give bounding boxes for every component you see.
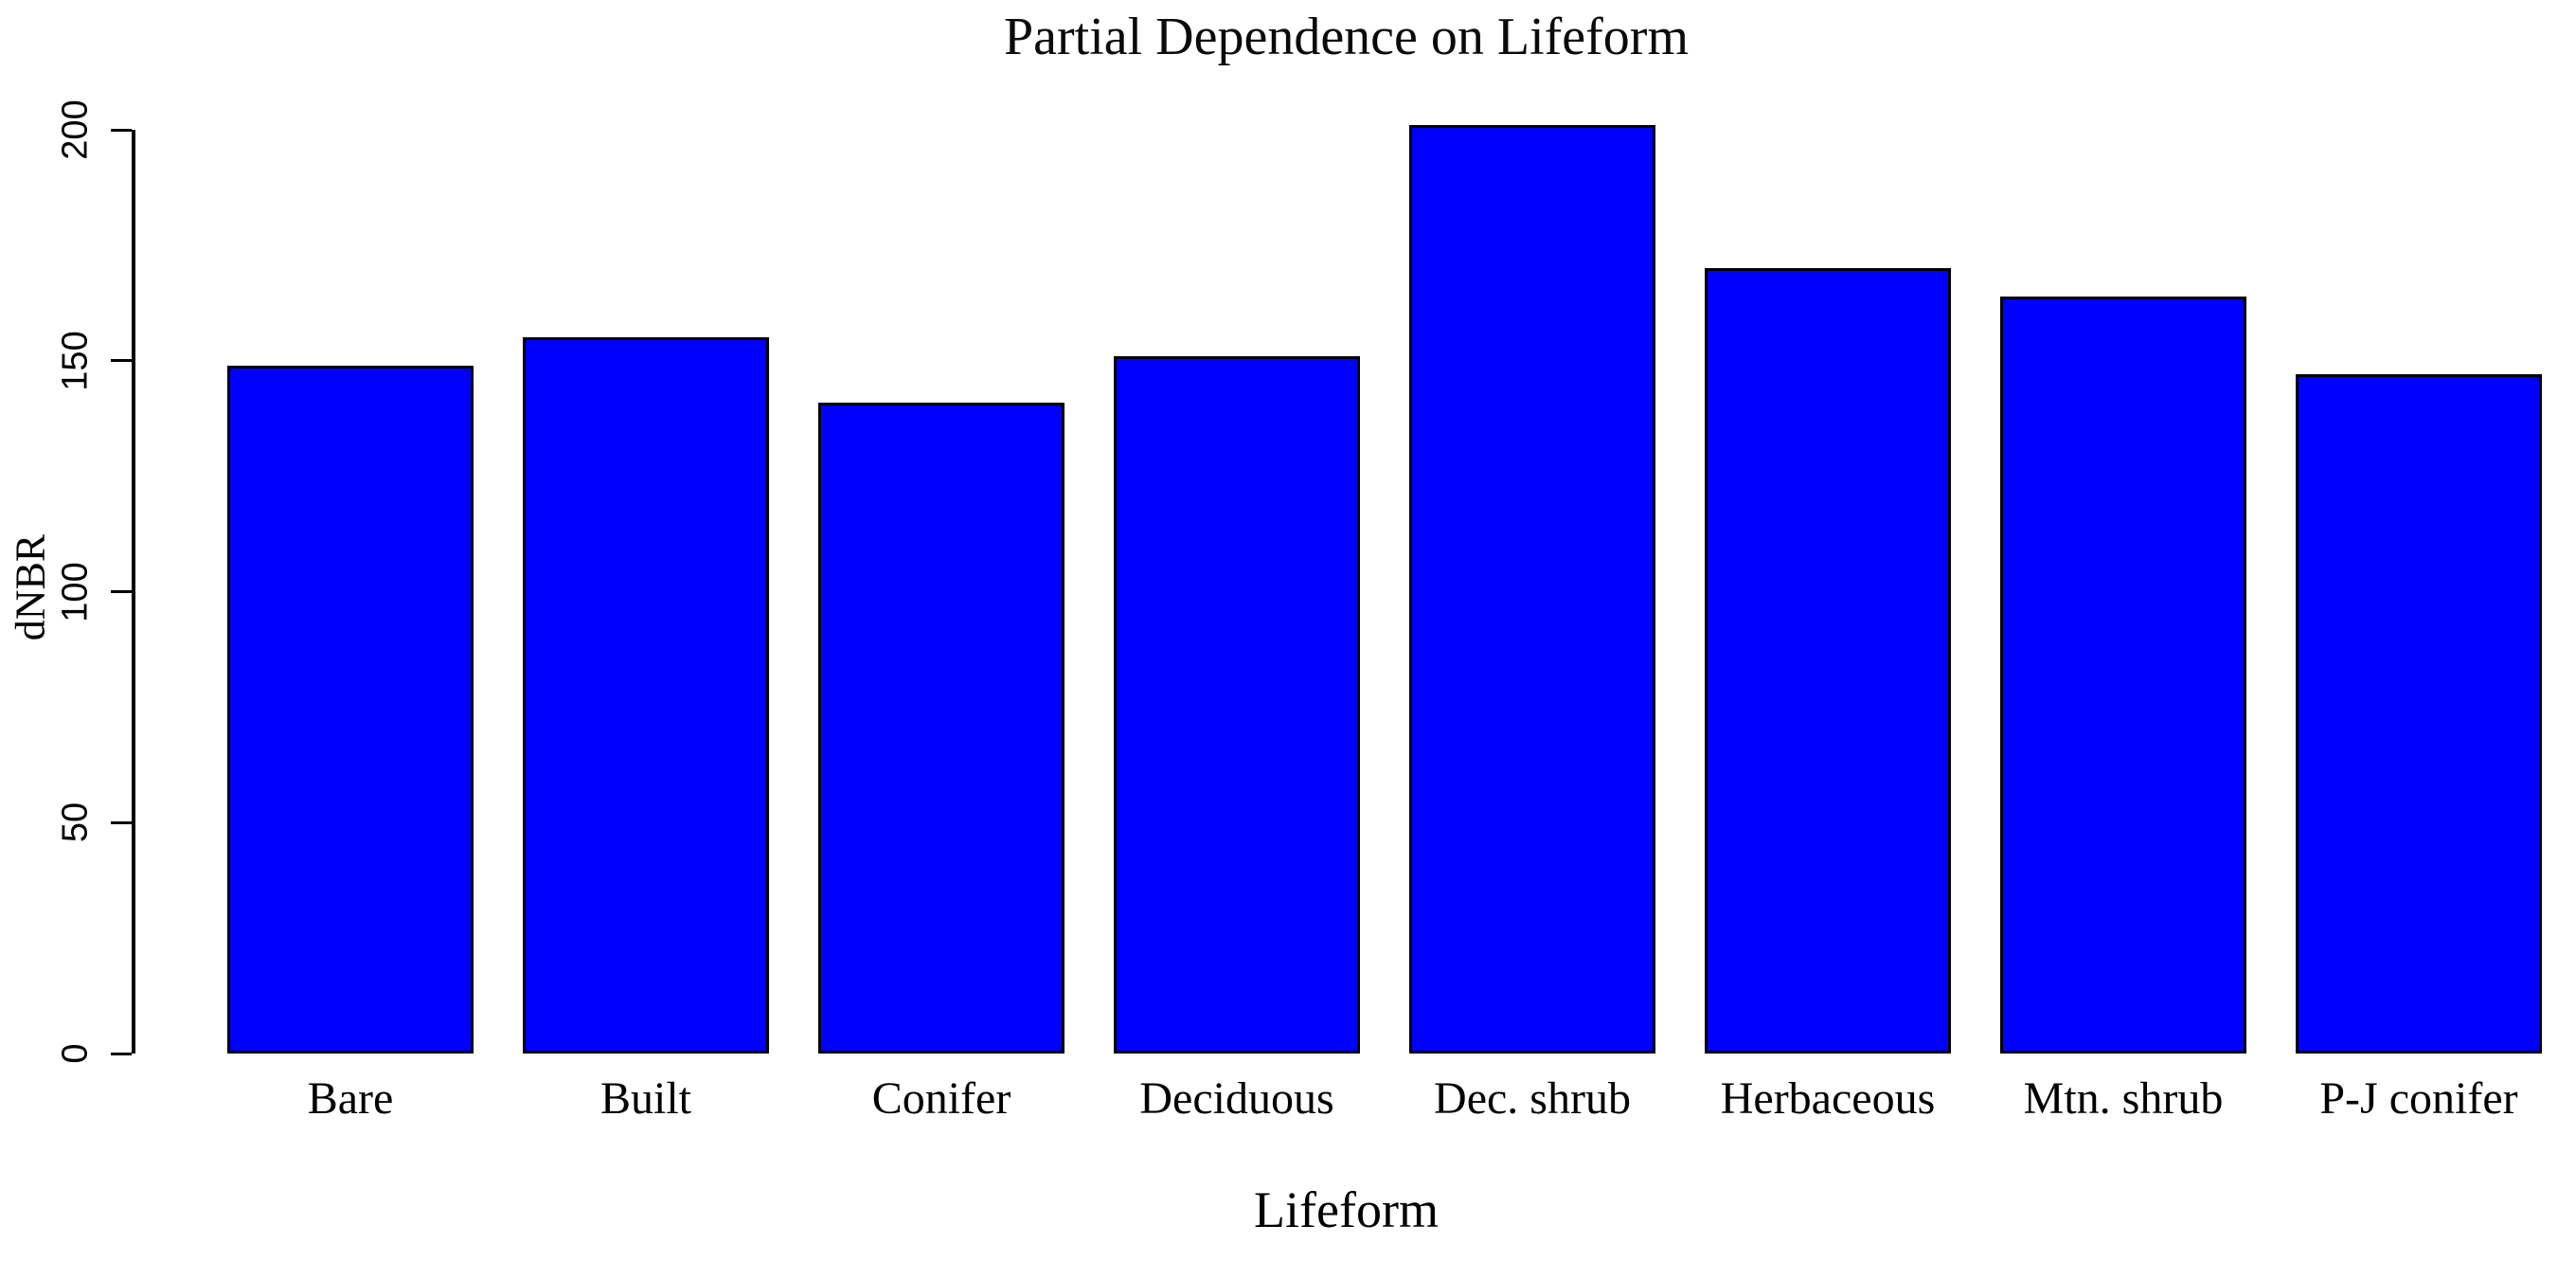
bar-herbaceous — [1705, 268, 1951, 1054]
chart-title: Partial Dependence on Lifeform — [1003, 8, 1690, 66]
x-axis-title: Lifeform — [1254, 1181, 1439, 1238]
y-tick-label: 100 — [55, 561, 96, 622]
y-tick-mark — [111, 128, 132, 132]
bar-built — [523, 337, 769, 1054]
y-tick-mark — [111, 590, 132, 593]
x-category-label: Bare — [307, 1073, 394, 1124]
bar-conifer — [818, 402, 1064, 1054]
plot-area: 0 50 100 150 200 Bare Built Conifer Deciduous De… — [56, 99, 2557, 1124]
y-axis-label: dNBR — [7, 533, 54, 641]
bar-p-j-conifer — [2296, 374, 2542, 1054]
bar-bare — [227, 365, 474, 1054]
y-tick-label: 150 — [55, 331, 96, 391]
y-axis-line — [132, 130, 135, 1054]
x-category-label: Mtn. shrub — [2023, 1073, 2224, 1124]
x-category-label: Herbaceous — [1720, 1073, 1936, 1124]
x-category-label: Built — [599, 1073, 692, 1124]
x-category-label: Dec. shrub — [1434, 1073, 1631, 1124]
y-tick-label: 50 — [55, 802, 96, 843]
y-tick-label: 0 — [55, 1043, 96, 1064]
y-tick-mark — [111, 1052, 132, 1055]
y-tick-label: 200 — [55, 99, 96, 160]
y-tick-mark — [111, 820, 132, 824]
bar-dec-shrub — [1409, 125, 1655, 1054]
x-category-label: P-J conifer — [2319, 1073, 2518, 1124]
x-category-label: Conifer — [871, 1073, 1011, 1124]
bar-deciduous — [1114, 355, 1360, 1054]
y-tick-mark — [111, 359, 132, 363]
bar-mtn-shrub — [2000, 296, 2246, 1054]
x-category-label: Deciduous — [1139, 1073, 1334, 1124]
